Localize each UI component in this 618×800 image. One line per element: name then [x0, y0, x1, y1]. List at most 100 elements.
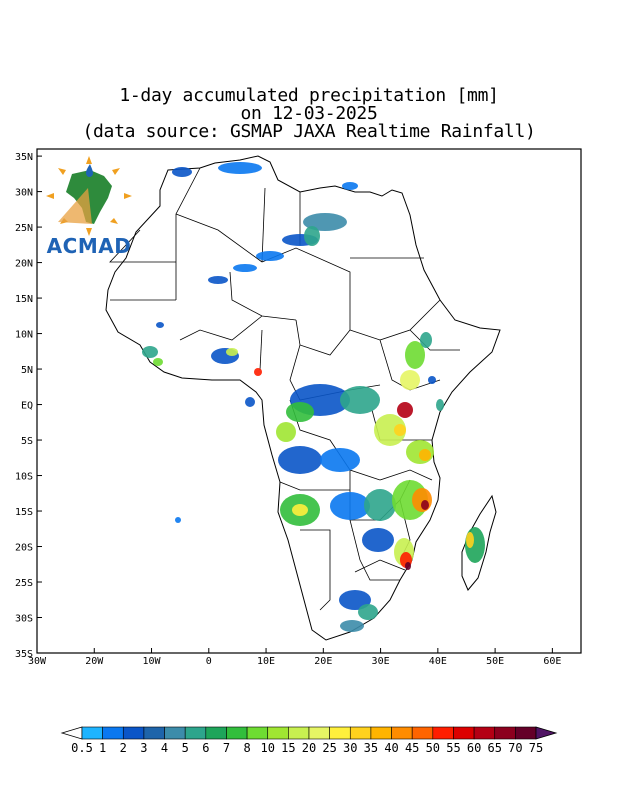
lat-tick-label: 30N	[15, 188, 33, 199]
rain-patch	[342, 182, 358, 190]
rain-patch	[304, 226, 320, 246]
colorbar-swatch	[453, 726, 475, 740]
rain-patch	[256, 251, 284, 261]
colorbar-label: 8	[243, 741, 250, 755]
rain-patch	[208, 276, 228, 284]
precipitation-patches	[142, 162, 485, 632]
lat-tick-label: 10S	[15, 472, 33, 483]
colorbar-label: 5	[182, 741, 189, 755]
colorbar-label: 40	[384, 741, 398, 755]
colorbar-label: 70	[508, 741, 522, 755]
rain-patch	[172, 167, 192, 177]
rain-patch	[436, 399, 444, 411]
colorbar-label: 30	[343, 741, 357, 755]
colorbar-label: 50	[426, 741, 440, 755]
rain-patch	[358, 604, 378, 620]
colorbar-swatch	[473, 726, 496, 740]
title-line-2: on 12-03-2025	[240, 103, 378, 124]
lon-tick-label: 10E	[257, 656, 275, 667]
colorbar-label: 60	[467, 741, 481, 755]
rain-patch	[428, 376, 436, 384]
colorbar-swatch	[329, 726, 351, 740]
lat-tick-label: 5S	[21, 436, 33, 447]
rain-patch	[405, 341, 425, 369]
acmad-logo-text: ACMAD	[46, 234, 132, 258]
colorbar-swatch	[246, 726, 269, 740]
rain-patch	[420, 332, 432, 348]
lat-tick-label: 20S	[15, 543, 33, 554]
rain-patch	[330, 492, 370, 520]
rain-patch	[292, 504, 308, 516]
colorbar-label: 7	[223, 741, 230, 755]
rain-patch	[412, 488, 432, 512]
colorbar-swatch	[267, 726, 289, 740]
colorbar-label: 35	[364, 741, 378, 755]
rain-patch	[405, 562, 411, 570]
colorbar-low-arrow	[60, 726, 83, 740]
colorbar-swatch	[349, 726, 372, 740]
rain-patch	[374, 414, 406, 446]
colorbar-label: 15	[281, 741, 295, 755]
rain-patch	[218, 162, 262, 174]
rain-patch	[226, 348, 238, 356]
colorbar-label: 25	[322, 741, 336, 755]
colorbar-swatch	[370, 726, 392, 740]
colorbar-swatch	[391, 726, 413, 740]
rain-patch	[278, 446, 322, 474]
rain-patch	[245, 397, 255, 407]
acmad-logo: ACMAD	[38, 152, 140, 262]
lon-tick-label: 50E	[486, 656, 504, 667]
colorbar-high-arrow	[535, 726, 558, 740]
colorbar-swatch	[122, 726, 145, 740]
rain-patch	[421, 500, 429, 510]
rain-patch	[142, 346, 158, 358]
latitude-axis: 35N 30N 25N 20N 15N 10N 5N EQ 5S 10S 15S 20S 25S 30S 3…	[15, 152, 42, 660]
rain-patch	[254, 368, 262, 376]
rain-patch	[286, 402, 314, 422]
lat-tick-label: 15S	[15, 507, 33, 518]
colorbar-label: 4	[161, 741, 168, 755]
lat-tick-label: 35S	[15, 649, 33, 660]
colorbar-swatch	[288, 726, 310, 740]
colorbar-label: 6	[202, 741, 209, 755]
lon-tick-label: 0	[206, 656, 212, 667]
colorbar-label: 2	[120, 741, 127, 755]
rain-patch	[156, 322, 164, 328]
rain-patch	[276, 422, 296, 442]
colorbar-label: 10	[261, 741, 275, 755]
rain-patch	[340, 386, 380, 414]
colorbar-swatch	[308, 726, 330, 740]
rain-patch	[362, 528, 394, 552]
acmad-emblem-icon	[46, 156, 132, 236]
colorbar-swatch	[432, 726, 454, 740]
colorbar-label: 75	[529, 741, 543, 755]
colorbar-swatch	[184, 726, 207, 740]
title-line-3: (data source: GSMAP JAXA Realtime Rainfa…	[82, 121, 536, 142]
lon-tick-label: 40E	[429, 656, 447, 667]
lat-tick-label: 5N	[21, 365, 33, 376]
lat-tick-label: EQ	[21, 401, 33, 412]
lon-tick-label: 20W	[85, 656, 104, 667]
lat-tick-label: 25N	[15, 223, 33, 234]
colorbar: 0.5 1 2 3 4 5 6 7 8 10 15 20 25 30 35 40 45 50 55 60 65 70 75	[60, 726, 558, 755]
lat-tick-label: 25S	[15, 578, 33, 589]
lat-tick-label: 35N	[15, 152, 33, 163]
colorbar-label: 20	[302, 741, 316, 755]
lon-tick-label: 30W	[28, 656, 47, 667]
lat-tick-label: 15N	[15, 294, 33, 305]
lat-tick-label: 30S	[15, 614, 33, 625]
colorbar-swatch	[102, 726, 124, 740]
rain-patch	[419, 449, 431, 461]
colorbar-swatch	[143, 726, 165, 740]
lon-tick-label: 10W	[142, 656, 161, 667]
colorbar-label: 45	[405, 741, 419, 755]
longitude-axis: 30W 20W 10W 0 10E 20E 30E 40E 50E 60E	[28, 648, 561, 667]
colorbar-swatch	[81, 726, 103, 740]
rain-patch	[340, 620, 364, 632]
rain-patch	[394, 424, 406, 436]
colorbar-label: 55	[446, 741, 460, 755]
lon-tick-label: 30E	[372, 656, 390, 667]
colorbar-label: 3	[140, 741, 147, 755]
rain-patch	[466, 532, 474, 548]
